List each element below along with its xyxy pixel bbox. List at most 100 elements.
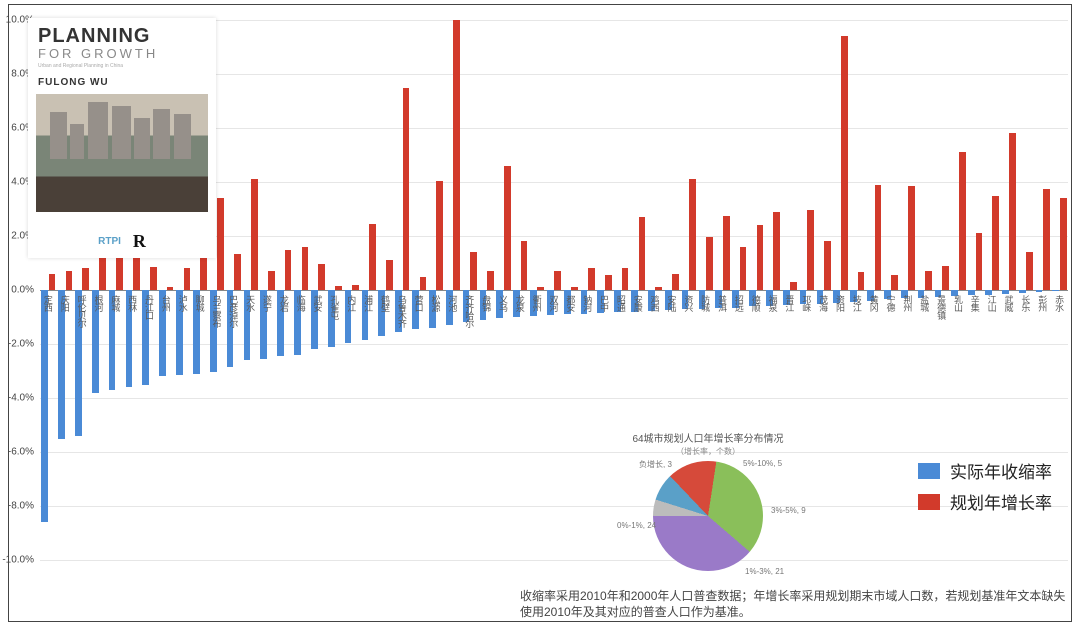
bar-actual-shrink: [1002, 290, 1009, 294]
category-label: 招远: [733, 295, 746, 311]
bar-planned-growth: [386, 260, 393, 290]
bar-planned-growth: [352, 285, 359, 290]
category-label: 呼伦贝尔: [76, 295, 89, 327]
bar-planned-growth: [824, 241, 831, 290]
bar-planned-growth: [150, 267, 157, 290]
bar-column: 宁德: [883, 20, 900, 560]
bar-planned-growth: [807, 210, 814, 290]
category-label: 武威: [1003, 295, 1016, 311]
category-label: 景德镇: [935, 295, 948, 319]
category-label: 孔雀屯: [328, 295, 341, 319]
bar-column: 双河: [546, 20, 563, 560]
bar-column: 义乌: [495, 20, 512, 560]
bar-planned-growth: [655, 287, 662, 290]
category-label: 盘锦: [480, 295, 493, 311]
bar-column: 都安: [562, 20, 579, 560]
category-label: 营口: [413, 295, 426, 311]
bar-planned-growth: [504, 166, 511, 290]
bar-column: 巴彦淖尔: [225, 20, 242, 560]
category-label: 巴中: [598, 295, 611, 311]
book-author: FULONG WU: [38, 77, 216, 88]
category-label: 龙岩: [278, 295, 291, 311]
category-label: 荆州: [901, 295, 914, 311]
bar-planned-growth: [875, 185, 882, 290]
y-axis-label: -6.0%: [8, 447, 40, 458]
bar-planned-growth: [773, 212, 780, 290]
bar-planned-growth: [268, 271, 275, 290]
category-label: 武安: [312, 295, 325, 311]
category-label: 辛集: [969, 295, 982, 311]
bar-column: 巴中: [596, 20, 613, 560]
bar-planned-growth: [790, 282, 797, 290]
category-label: 福泉: [767, 295, 780, 311]
bar-planned-growth: [706, 237, 713, 290]
category-label: 浦江: [362, 295, 375, 311]
legend-swatch: [918, 463, 940, 479]
category-label: 德顺: [750, 295, 763, 311]
bar-planned-growth: [285, 250, 292, 291]
category-label: 义乌: [497, 295, 510, 311]
rtpi-logo: RTPI: [98, 236, 121, 247]
gridline: [40, 560, 1068, 561]
bar-column: 遂宁: [259, 20, 276, 560]
category-label: 麻城: [109, 295, 122, 311]
bar-planned-growth: [318, 264, 325, 290]
category-label: 茂海: [817, 295, 830, 311]
category-label: 河池: [446, 295, 459, 311]
bar-column: 营口: [411, 20, 428, 560]
bar-actual-shrink: [1036, 290, 1043, 292]
bar-column: 茂海: [815, 20, 832, 560]
category-label: 双河: [547, 295, 560, 311]
bar-column: 赤水: [1051, 20, 1068, 560]
bar-planned-growth: [992, 196, 999, 291]
category-label: 聊城: [194, 295, 207, 311]
bar-column: 浦江: [360, 20, 377, 560]
bar-column: 黄冈: [866, 20, 883, 560]
bar-column: 武安: [310, 20, 327, 560]
category-label: 台州: [160, 295, 173, 311]
category-label: 定西: [42, 295, 55, 311]
bar-planned-growth: [858, 272, 865, 290]
bar-planned-growth: [757, 225, 764, 290]
category-label: 都安: [564, 295, 577, 311]
bar-planned-growth: [740, 247, 747, 290]
bar-planned-growth: [571, 287, 578, 290]
book-logos: RTPI R: [28, 231, 216, 252]
root: -10.0%-8.0%-6.0%-4.0%-2.0%0.0%2.0%4.0%6.…: [0, 0, 1080, 630]
category-label: 盐城: [918, 295, 931, 311]
category-label: 齐齐哈尔: [463, 295, 476, 327]
bar-planned-growth: [66, 271, 73, 290]
y-axis-label: -4.0%: [8, 393, 40, 404]
bar-planned-growth: [335, 286, 342, 290]
bar-planned-growth: [420, 277, 427, 291]
bar-planned-growth: [1060, 198, 1067, 290]
category-label: 临海: [295, 295, 308, 311]
pie-slice-label: 0%-1%, 24: [617, 521, 656, 530]
footnote: 收缩率采用2010年和2000年人口普查数据；年增长率采用规划期末市域人口数，若…: [520, 588, 1066, 620]
category-label: 泸水: [177, 295, 190, 311]
bar-planned-growth: [588, 268, 595, 290]
bar-column: 孔雀屯: [326, 20, 343, 560]
bar-column: 荆州: [899, 20, 916, 560]
legend-item: 实际年收缩率: [918, 458, 1052, 483]
bar-column: 邛崃: [798, 20, 815, 560]
book-title-1: PLANNING: [38, 26, 216, 46]
category-label: 根河: [92, 295, 105, 311]
pie-subtitle: （增长率，个数）: [618, 446, 798, 457]
bar-planned-growth: [184, 268, 191, 290]
y-axis-label: -2.0%: [8, 339, 40, 350]
routledge-logo: R: [133, 231, 146, 252]
y-axis-label: 0.0%: [11, 285, 40, 296]
category-label: 遂宁: [261, 295, 274, 311]
pie-title: 64城市规划人口年增长率分布情况: [618, 430, 798, 445]
bar-column: 衢州: [529, 20, 546, 560]
pie-slice-label: 5%-10%, 5: [743, 459, 782, 468]
bar-planned-growth: [302, 247, 309, 290]
book-title-2: FOR GROWTH: [38, 46, 216, 61]
bar-planned-growth: [487, 271, 494, 290]
bar-planned-growth: [908, 186, 915, 290]
bar-planned-growth: [554, 271, 561, 290]
category-label: 江山: [986, 295, 999, 311]
bar-planned-growth: [453, 20, 460, 290]
bar-column: 龙岩: [276, 20, 293, 560]
